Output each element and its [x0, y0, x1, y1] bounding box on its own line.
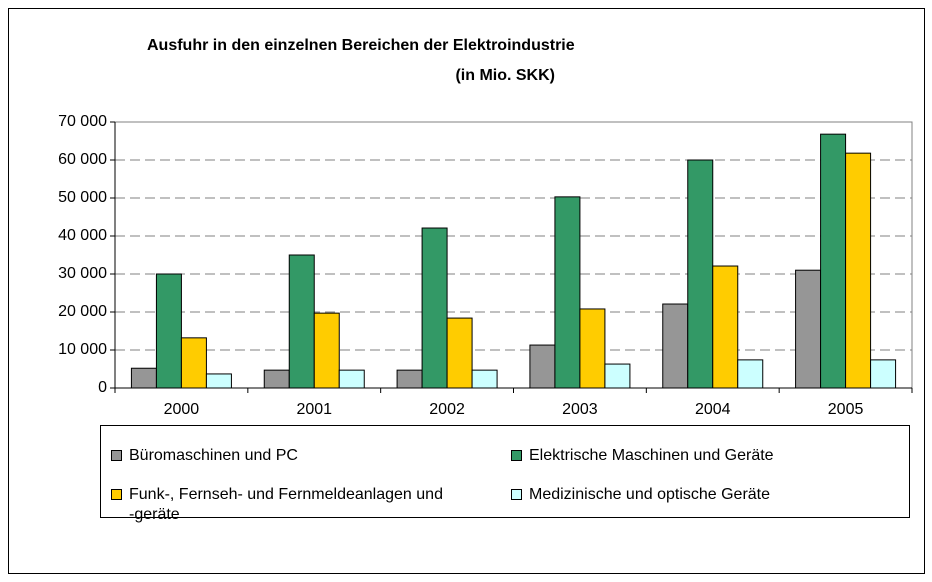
bar: [205, 373, 232, 389]
bar: [180, 337, 207, 389]
bar: [263, 369, 290, 389]
legend-swatch: [111, 489, 122, 500]
y-tick-label: 20 000: [58, 303, 107, 320]
legend-entry: Funk-, Fernseh- und Fernmeldeanlagen und…: [111, 485, 451, 525]
legend-entry: Büromaschinen und PC: [111, 446, 451, 466]
x-tick-label: 2000: [164, 401, 200, 418]
y-tick-label: 50 000: [58, 189, 107, 206]
y-tick-label: 60 000: [58, 151, 107, 168]
bar: [820, 133, 847, 389]
y-tick-label: 30 000: [58, 265, 107, 282]
bar: [313, 312, 340, 389]
bar: [396, 369, 423, 389]
y-tick-label: 40 000: [58, 227, 107, 244]
bar: [421, 227, 448, 389]
bar: [662, 303, 689, 389]
x-tick-label: 2003: [562, 401, 598, 418]
bar: [795, 269, 822, 389]
bar: [579, 308, 606, 389]
legend-label: Büromaschinen und PC: [129, 447, 298, 464]
legend-label: Funk-, Fernseh- und Fernmeldeanlagen und…: [129, 486, 443, 523]
legend-swatch: [511, 450, 522, 461]
x-tick-label: 2004: [695, 401, 731, 418]
legend-swatch: [511, 489, 522, 500]
chart-border: [8, 8, 925, 574]
bar: [529, 344, 556, 389]
bar: [155, 273, 182, 389]
bar: [870, 359, 897, 389]
legend-label: Elektrische Maschinen und Geräte: [529, 447, 774, 464]
bar: [687, 159, 714, 389]
bar: [737, 359, 764, 389]
bar: [712, 265, 739, 389]
bar: [845, 152, 872, 389]
legend-entry: Elektrische Maschinen und Geräte: [511, 446, 891, 466]
bar: [554, 196, 581, 389]
chart-title: Ausfuhr in den einzelnen Bereichen der E…: [147, 37, 575, 54]
bar: [471, 369, 498, 389]
legend-label: Medizinische und optische Geräte: [529, 486, 771, 503]
plot-area: [114, 121, 913, 389]
legend-entry: Medizinische und optische Geräte: [511, 485, 891, 505]
x-tick-label: 2001: [296, 401, 332, 418]
y-tick-label: 0: [98, 379, 107, 396]
x-tick-label: 2005: [828, 401, 864, 418]
bar: [288, 254, 315, 389]
y-tick-label: 10 000: [58, 341, 107, 358]
x-tick-label: 2002: [429, 401, 465, 418]
bar: [338, 369, 365, 389]
bar: [604, 363, 631, 389]
legend-swatch: [111, 450, 122, 461]
y-tick-label: 70 000: [58, 113, 107, 130]
legend: Büromaschinen und PC Elektrische Maschine…: [100, 425, 910, 523]
bar: [130, 367, 157, 389]
chart-subtitle: (in Mio. SKK): [455, 67, 555, 84]
bar: [446, 317, 473, 389]
